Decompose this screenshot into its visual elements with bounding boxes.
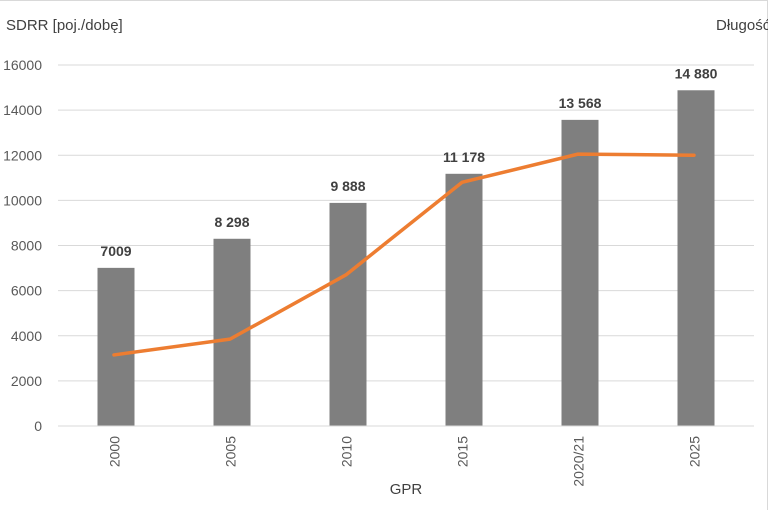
bar-data-label: 11 178 <box>443 149 485 165</box>
line-series <box>112 152 696 357</box>
x-tick-label: 2020/21 <box>571 436 587 487</box>
bar-data-label: 9 888 <box>330 178 365 194</box>
bar <box>329 202 367 426</box>
x-tick-label: 2005 <box>223 436 239 467</box>
y-tick-label: 16000 <box>3 57 42 73</box>
chart-top-border <box>0 0 768 1</box>
bar <box>97 267 135 426</box>
y-tick-label: 14000 <box>3 102 42 118</box>
x-axis-ticks: 2000 2005 2010 2015 2020/21 2025 <box>107 436 703 487</box>
bar-data-label: 7009 <box>100 243 131 259</box>
secondary-y-axis-title: Długość <box>716 17 768 34</box>
y-tick-label: 6000 <box>11 283 42 299</box>
y-tick-label: 4000 <box>11 328 42 344</box>
bar <box>561 119 599 426</box>
bar-data-labels: 7009 8 298 9 888 11 178 13 568 14 880 <box>100 65 717 259</box>
gridlines <box>58 64 754 382</box>
bar-data-label: 13 568 <box>559 95 602 111</box>
bar <box>677 90 715 427</box>
bar <box>445 173 483 426</box>
x-tick-label: 2000 <box>107 436 123 467</box>
bar-data-label: 14 880 <box>675 65 718 81</box>
x-tick-label: 2010 <box>339 436 355 467</box>
bar-data-label: 8 298 <box>214 214 249 230</box>
x-axis-title: GPR <box>390 481 423 498</box>
y-tick-label: 12000 <box>3 147 42 163</box>
y-tick-label: 8000 <box>11 238 42 254</box>
x-tick-label: 2015 <box>455 436 471 467</box>
series-line <box>112 152 696 357</box>
y-axis-ticks: 0 2000 4000 6000 8000 10000 12000 14000 16000 <box>3 57 42 434</box>
y-axis-title: SDRR [poj./dobę] <box>6 17 123 34</box>
bar-series <box>97 90 715 427</box>
y-tick-label: 0 <box>34 418 42 434</box>
x-tick-label: 2025 <box>687 436 703 467</box>
y-tick-label: 2000 <box>11 373 42 389</box>
y-tick-label: 10000 <box>3 192 42 208</box>
